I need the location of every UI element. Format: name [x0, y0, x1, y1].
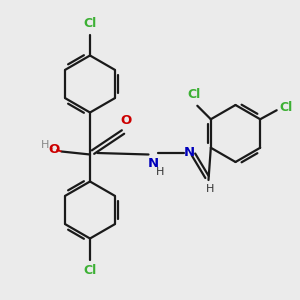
- Text: N: N: [147, 157, 159, 170]
- Text: H: H: [206, 184, 214, 194]
- Text: Cl: Cl: [280, 101, 293, 114]
- Text: Cl: Cl: [83, 264, 97, 277]
- Text: H: H: [155, 167, 164, 177]
- Text: Cl: Cl: [188, 88, 201, 101]
- Text: Cl: Cl: [83, 17, 97, 30]
- Text: O: O: [48, 142, 59, 156]
- Text: O: O: [120, 114, 132, 127]
- Text: H: H: [41, 140, 50, 150]
- Text: N: N: [183, 146, 195, 159]
